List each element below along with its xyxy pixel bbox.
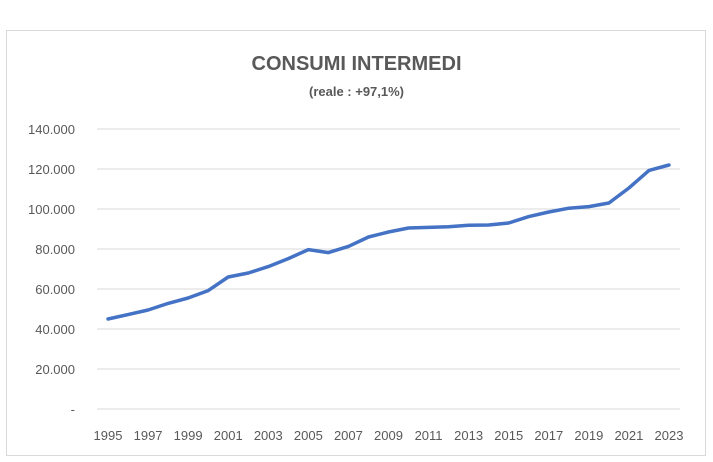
x-tick-label: 2011: [415, 428, 443, 443]
y-tick-label: 20.000: [35, 362, 75, 377]
series-line: [106, 163, 671, 321]
x-tick-label: 2003: [254, 428, 283, 443]
x-tick-label: 2013: [454, 428, 483, 443]
x-tick-label: 2005: [294, 428, 323, 443]
y-tick-label: -: [71, 402, 75, 417]
x-tick-label: 2015: [494, 428, 523, 443]
x-tick-label: 2007: [334, 428, 363, 443]
x-tick-label: 1999: [174, 428, 203, 443]
gridlines: [97, 128, 680, 410]
series-lines: [106, 163, 671, 321]
chart-title: CONSUMI INTERMEDI: [251, 53, 462, 75]
x-tick-label: 2001: [214, 428, 243, 443]
x-tick-label: 1995: [94, 428, 123, 443]
chart-subtitle: (reale : +97,1%): [308, 84, 405, 99]
x-tick-label: 2017: [534, 428, 563, 443]
y-tick-label: 40.000: [35, 322, 75, 337]
y-axis-tick-labels: - 20.000 40.000 60.000 80.000 100.000 120.000 1…: [28, 122, 75, 417]
y-tick-label: 100.000: [28, 202, 75, 217]
x-tick-label: 2021: [614, 428, 643, 443]
x-tick-label: 2009: [374, 428, 403, 443]
x-tick-label: 2019: [574, 428, 603, 443]
y-tick-label: 80.000: [35, 242, 75, 257]
x-tick-label: 1997: [134, 428, 163, 443]
y-tick-label: 140.000: [28, 122, 75, 137]
y-tick-label: 60.000: [35, 282, 75, 297]
y-tick-label: 120.000: [28, 162, 75, 177]
x-axis-tick-labels: 1995 1997 1999 2001 2003 2005 2007 2009 2011 2013…: [94, 428, 684, 443]
x-tick-label: 2023: [655, 428, 684, 443]
